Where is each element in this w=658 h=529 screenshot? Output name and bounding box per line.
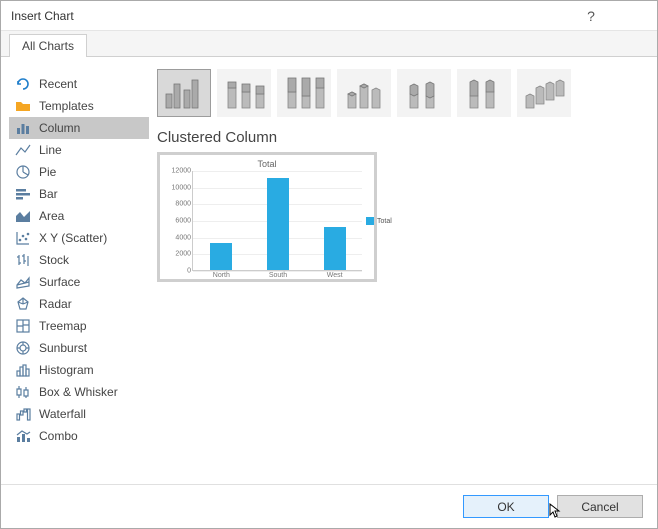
titlebar: Insert Chart ? <box>1 1 657 31</box>
subtype-3d-100-stacked-column[interactable] <box>457 69 511 117</box>
tab-strip: All Charts <box>1 31 657 57</box>
sidebar-item-label: Column <box>39 121 80 135</box>
dialog-footer: OK Cancel <box>1 484 657 528</box>
tab-label: All Charts <box>22 39 74 53</box>
legend-label: Total <box>377 218 392 225</box>
subtype-thumbnails <box>157 69 639 117</box>
insert-chart-dialog: Insert Chart ? All Charts Recent Templat… <box>0 0 658 529</box>
subtype-clustered-column[interactable] <box>157 69 211 117</box>
scatter-icon <box>15 230 31 246</box>
surface-icon <box>15 274 31 290</box>
tab-all-charts[interactable]: All Charts <box>9 34 87 57</box>
chart-type-list: Recent Templates Column Line Pie Bar <box>9 69 149 484</box>
subtype-100-stacked-column[interactable] <box>277 69 331 117</box>
chart-legend: Total <box>366 217 392 225</box>
subtype-title: Clustered Column <box>157 129 639 146</box>
sidebar-item-label: Waterfall <box>39 407 86 421</box>
sidebar-item-histogram[interactable]: Histogram <box>9 359 149 381</box>
sidebar-item-label: Templates <box>39 99 94 113</box>
histogram-icon <box>15 362 31 378</box>
chart-plot-area: 020004000600080001000012000NorthSouthWes… <box>192 171 362 271</box>
sidebar-item-boxwhisker[interactable]: Box & Whisker <box>9 381 149 403</box>
sidebar-item-sunburst[interactable]: Sunburst <box>9 337 149 359</box>
treemap-icon <box>15 318 31 334</box>
chart-bar <box>210 243 232 270</box>
area-icon <box>15 208 31 224</box>
sidebar-item-label: Stock <box>39 253 69 267</box>
sidebar-item-label: Box & Whisker <box>39 385 118 399</box>
line-icon <box>15 142 31 158</box>
sidebar-item-label: Recent <box>39 77 77 91</box>
stock-icon <box>15 252 31 268</box>
sidebar-item-recent[interactable]: Recent <box>9 73 149 95</box>
column-icon <box>15 120 31 136</box>
sidebar-item-surface[interactable]: Surface <box>9 271 149 293</box>
subtype-3d-stacked-column[interactable] <box>397 69 451 117</box>
legend-swatch <box>366 217 374 225</box>
sidebar-item-label: Sunburst <box>39 341 87 355</box>
chart-bar <box>267 178 289 270</box>
button-label: OK <box>497 500 514 514</box>
sidebar-item-templates[interactable]: Templates <box>9 95 149 117</box>
chart-preview[interactable]: Total 020004000600080001000012000NorthSo… <box>157 152 377 282</box>
window-title: Insert Chart <box>11 9 74 23</box>
waterfall-icon <box>15 406 31 422</box>
sidebar-item-line[interactable]: Line <box>9 139 149 161</box>
close-button[interactable] <box>611 2 651 30</box>
sidebar-item-label: Line <box>39 143 62 157</box>
radar-icon <box>15 296 31 312</box>
cancel-button[interactable]: Cancel <box>557 495 643 518</box>
sidebar-item-label: Area <box>39 209 64 223</box>
recent-icon <box>15 76 31 92</box>
boxwhisker-icon <box>15 384 31 400</box>
sidebar-item-label: Surface <box>39 275 80 289</box>
sidebar-item-combo[interactable]: Combo <box>9 425 149 447</box>
sidebar-item-label: Treemap <box>39 319 87 333</box>
sidebar-item-pie[interactable]: Pie <box>9 161 149 183</box>
sidebar-item-stock[interactable]: Stock <box>9 249 149 271</box>
chart-preview-title: Total <box>166 159 368 169</box>
pie-icon <box>15 164 31 180</box>
templates-icon <box>15 98 31 114</box>
sunburst-icon <box>15 340 31 356</box>
subtype-3d-column[interactable] <box>517 69 571 117</box>
sidebar-item-label: Bar <box>39 187 58 201</box>
ok-button[interactable]: OK <box>463 495 549 518</box>
sidebar-item-label: Histogram <box>39 363 94 377</box>
sidebar-item-waterfall[interactable]: Waterfall <box>9 403 149 425</box>
sidebar-item-label: Combo <box>39 429 78 443</box>
sidebar-item-column[interactable]: Column <box>9 117 149 139</box>
sidebar-item-treemap[interactable]: Treemap <box>9 315 149 337</box>
chart-bar <box>324 227 346 270</box>
subtype-stacked-column[interactable] <box>217 69 271 117</box>
chart-subtype-panel: Clustered Column Total 02000400060008000… <box>149 69 639 484</box>
sidebar-item-radar[interactable]: Radar <box>9 293 149 315</box>
combo-icon <box>15 428 31 444</box>
sidebar-item-label: X Y (Scatter) <box>39 231 107 245</box>
button-label: Cancel <box>581 500 618 514</box>
subtype-3d-clustered-column[interactable] <box>337 69 391 117</box>
bar-icon <box>15 186 31 202</box>
sidebar-item-area[interactable]: Area <box>9 205 149 227</box>
sidebar-item-label: Radar <box>39 297 72 311</box>
sidebar-item-bar[interactable]: Bar <box>9 183 149 205</box>
sidebar-item-label: Pie <box>39 165 56 179</box>
sidebar-item-scatter[interactable]: X Y (Scatter) <box>9 227 149 249</box>
help-button[interactable]: ? <box>571 2 611 30</box>
